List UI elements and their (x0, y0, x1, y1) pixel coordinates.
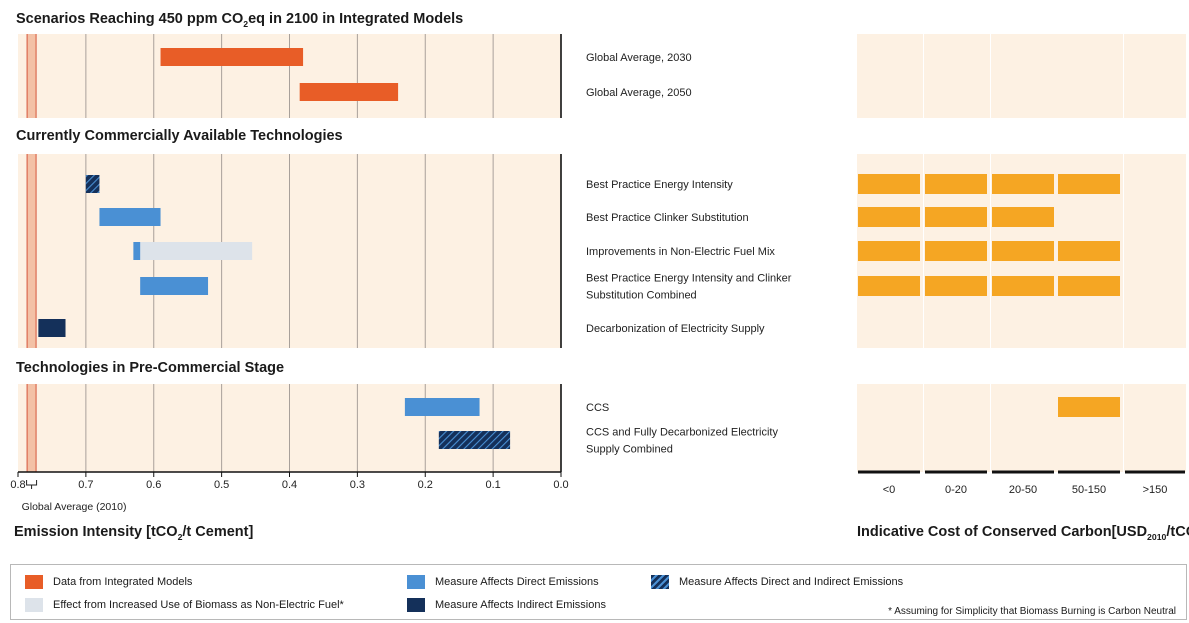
global-average-band (27, 154, 37, 348)
cost-panel-bg (1124, 384, 1186, 472)
x-tick-label: 0.0 (553, 479, 568, 491)
row-label: Global Average, 2050 (586, 87, 692, 99)
row-label: Decarbonization of Electricity Supply (586, 323, 765, 335)
legend-footnote: * Assuming for Simplicity that Biomass B… (888, 606, 1176, 617)
x-tick-label: 0.1 (485, 479, 500, 491)
global-average-band (27, 34, 37, 118)
cost-panel-bg (857, 34, 923, 118)
legend-item-direct-and-indirect: Measure Affects Direct and Indirect Emis… (651, 575, 903, 589)
cost-bar (925, 174, 987, 194)
cost-bar (992, 207, 1054, 227)
x-tick-label: 0.8 (10, 479, 25, 491)
cost-bar (1058, 174, 1120, 194)
emission-bar-direct (133, 242, 141, 260)
cost-panel-bg (857, 384, 923, 472)
emission-bar-direct-and-indirect (438, 431, 511, 449)
legend-swatch-biomass (25, 598, 43, 612)
cost-bar (858, 207, 920, 227)
cost-category-label: >150 (1143, 484, 1168, 496)
x-tick-label: 0.3 (350, 479, 365, 491)
cost-panel-bg (1124, 34, 1186, 118)
cost-panel-bg (991, 34, 1057, 118)
row-label: Substitution Combined (586, 290, 697, 302)
cost-panel-bg (924, 34, 990, 118)
legend-swatch-indirect (407, 598, 425, 612)
legend-swatch-integrated-models (25, 575, 43, 589)
emission-bar-direct-and-indirect (85, 175, 100, 193)
section-title-pre-commercial: Technologies in Pre-Commercial Stage (16, 360, 285, 376)
legend-item-integrated-models: Data from Integrated Models (25, 575, 192, 589)
emission-bar-direct (99, 208, 161, 226)
row-label: Best Practice Energy Intensity and Clink… (586, 273, 792, 285)
x-tick-label: 0.7 (78, 479, 93, 491)
x-tick-label: 0.4 (282, 479, 297, 491)
x-tick-label: 0.5 (214, 479, 229, 491)
global-average-band (27, 384, 37, 472)
cost-panel-bg (1057, 34, 1123, 118)
cost-bar (858, 241, 920, 261)
cost-category-label: 50-150 (1072, 484, 1106, 496)
cost-bar (1058, 397, 1120, 417)
section-title-integrated-models: Scenarios Reaching 450 ppm CO2eq in 2100… (16, 11, 464, 29)
cost-axis-title: Indicative Cost of Conserved Carbon[USD2… (857, 524, 1189, 542)
global-average-bracket (26, 480, 38, 489)
cost-bar (1058, 241, 1120, 261)
section-title-commercial-technologies: Currently Commercially Available Technol… (16, 128, 343, 144)
cost-category-label: 0-20 (945, 484, 967, 496)
emission-bar-indirect (38, 319, 66, 337)
legend-swatch-direct (407, 575, 425, 589)
cost-bar (925, 207, 987, 227)
row-label: Global Average, 2030 (586, 52, 692, 64)
cost-bar (925, 276, 987, 296)
legend: Data from Integrated Models Effect from … (10, 564, 1187, 620)
cost-axis-segment (1058, 470, 1120, 474)
cost-panel-bg (991, 384, 1057, 472)
x-axis-title: Emission Intensity [tCO2/t Cement] (14, 524, 254, 542)
legend-item-biomass: Effect from Increased Use of Biomass as … (25, 598, 344, 612)
emission-bar-integrated-models (299, 83, 399, 101)
row-label: CCS and Fully Decarbonized Electricity (586, 427, 778, 439)
cost-bar (925, 241, 987, 261)
cost-category-label: 20-50 (1009, 484, 1037, 496)
emission-bar-integrated-models (160, 48, 304, 66)
cost-panel-bg (924, 384, 990, 472)
emission-bar-direct (404, 398, 480, 416)
cost-bar (858, 174, 920, 194)
cost-axis-segment (925, 470, 987, 474)
row-label: Supply Combined (586, 444, 673, 456)
cost-panel-bg (1124, 154, 1186, 348)
cost-bar (858, 276, 920, 296)
legend-item-direct: Measure Affects Direct Emissions (407, 575, 599, 589)
row-label: CCS (586, 402, 609, 414)
cost-bar (992, 174, 1054, 194)
legend-swatch-direct-and-indirect (651, 575, 669, 589)
chart-canvas: 0.8 0.7 0.6 0.5 0.4 0.3 0.2 0.1 0.0 Global Averag… (10, 34, 1186, 513)
cost-bar (992, 276, 1054, 296)
cost-axis-segment (858, 470, 920, 474)
cost-bar (992, 241, 1054, 261)
global-average-label: Global Average (2010) (22, 501, 127, 513)
x-tick-label: 0.6 (146, 479, 161, 491)
row-label: Improvements in Non-Electric Fuel Mix (586, 246, 775, 258)
cost-axis-segment (992, 470, 1054, 474)
emission-bar-biomass (133, 242, 253, 260)
legend-item-indirect: Measure Affects Indirect Emissions (407, 598, 606, 612)
emission-bar-direct (140, 277, 209, 295)
cost-category-label: <0 (883, 484, 896, 496)
row-label: Best Practice Clinker Substitution (586, 212, 749, 224)
cost-axis-segment (1125, 470, 1185, 474)
x-tick-label: 0.2 (418, 479, 433, 491)
cost-bar (1058, 276, 1120, 296)
row-label: Best Practice Energy Intensity (586, 179, 733, 191)
